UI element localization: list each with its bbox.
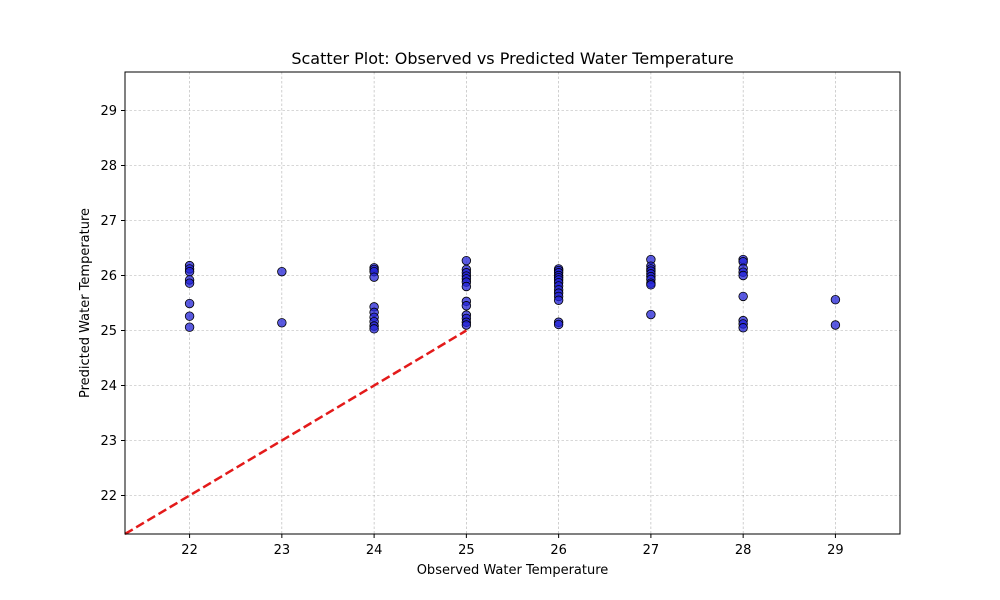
x-tick-label: 25	[458, 543, 475, 558]
x-axis-label: Observed Water Temperature	[417, 563, 609, 578]
y-tick-label: 23	[100, 434, 117, 449]
x-tick-label: 24	[366, 543, 383, 558]
x-tick-label: 23	[274, 543, 291, 558]
data-point	[553, 295, 564, 305]
data-point	[553, 319, 564, 330]
data-point	[461, 320, 472, 330]
y-axis-ticks: 22 23 24 25 26 27 28 29	[100, 104, 125, 504]
grid	[125, 72, 900, 534]
y-tick-label: 26	[100, 269, 117, 284]
y-axis-label: Predicted Water Temperature	[78, 208, 93, 398]
x-tick-label: 22	[181, 543, 198, 558]
data-point	[277, 266, 287, 277]
y-tick-label: 22	[100, 489, 117, 504]
x-tick-label: 27	[643, 543, 660, 558]
data-point	[461, 281, 472, 292]
data-point	[646, 280, 656, 290]
y-tick-label: 24	[100, 379, 117, 394]
reference-line-layer	[124, 329, 468, 536]
data-point	[646, 309, 656, 320]
data-point	[184, 298, 195, 309]
data-point	[184, 278, 195, 288]
data-point	[738, 270, 748, 281]
x-tick-label: 29	[827, 543, 844, 558]
data-point	[184, 322, 195, 332]
plot-frame	[124, 71, 901, 535]
data-point	[461, 301, 472, 311]
x-tick-label: 26	[550, 543, 567, 558]
y-tick-label: 25	[100, 324, 117, 339]
data-point	[738, 323, 748, 333]
y-tick-label: 28	[100, 159, 117, 174]
y-tick-label: 27	[100, 214, 117, 229]
x-tick-label: 28	[735, 543, 752, 558]
data-point	[184, 266, 195, 277]
data-point	[184, 311, 195, 321]
data-point	[277, 318, 287, 328]
data-point	[830, 295, 841, 305]
data-point	[461, 255, 472, 266]
x-axis-ticks: 22 23 24 25 26 27 28 29	[181, 534, 844, 558]
points-layer	[184, 254, 841, 334]
data-point	[369, 324, 379, 334]
chart-title: Scatter Plot: Observed vs Predicted Wate…	[291, 49, 733, 68]
reference-line	[124, 329, 468, 536]
y-tick-label: 29	[100, 104, 117, 119]
data-point	[830, 320, 841, 330]
data-point	[369, 272, 379, 282]
data-point	[738, 291, 748, 302]
